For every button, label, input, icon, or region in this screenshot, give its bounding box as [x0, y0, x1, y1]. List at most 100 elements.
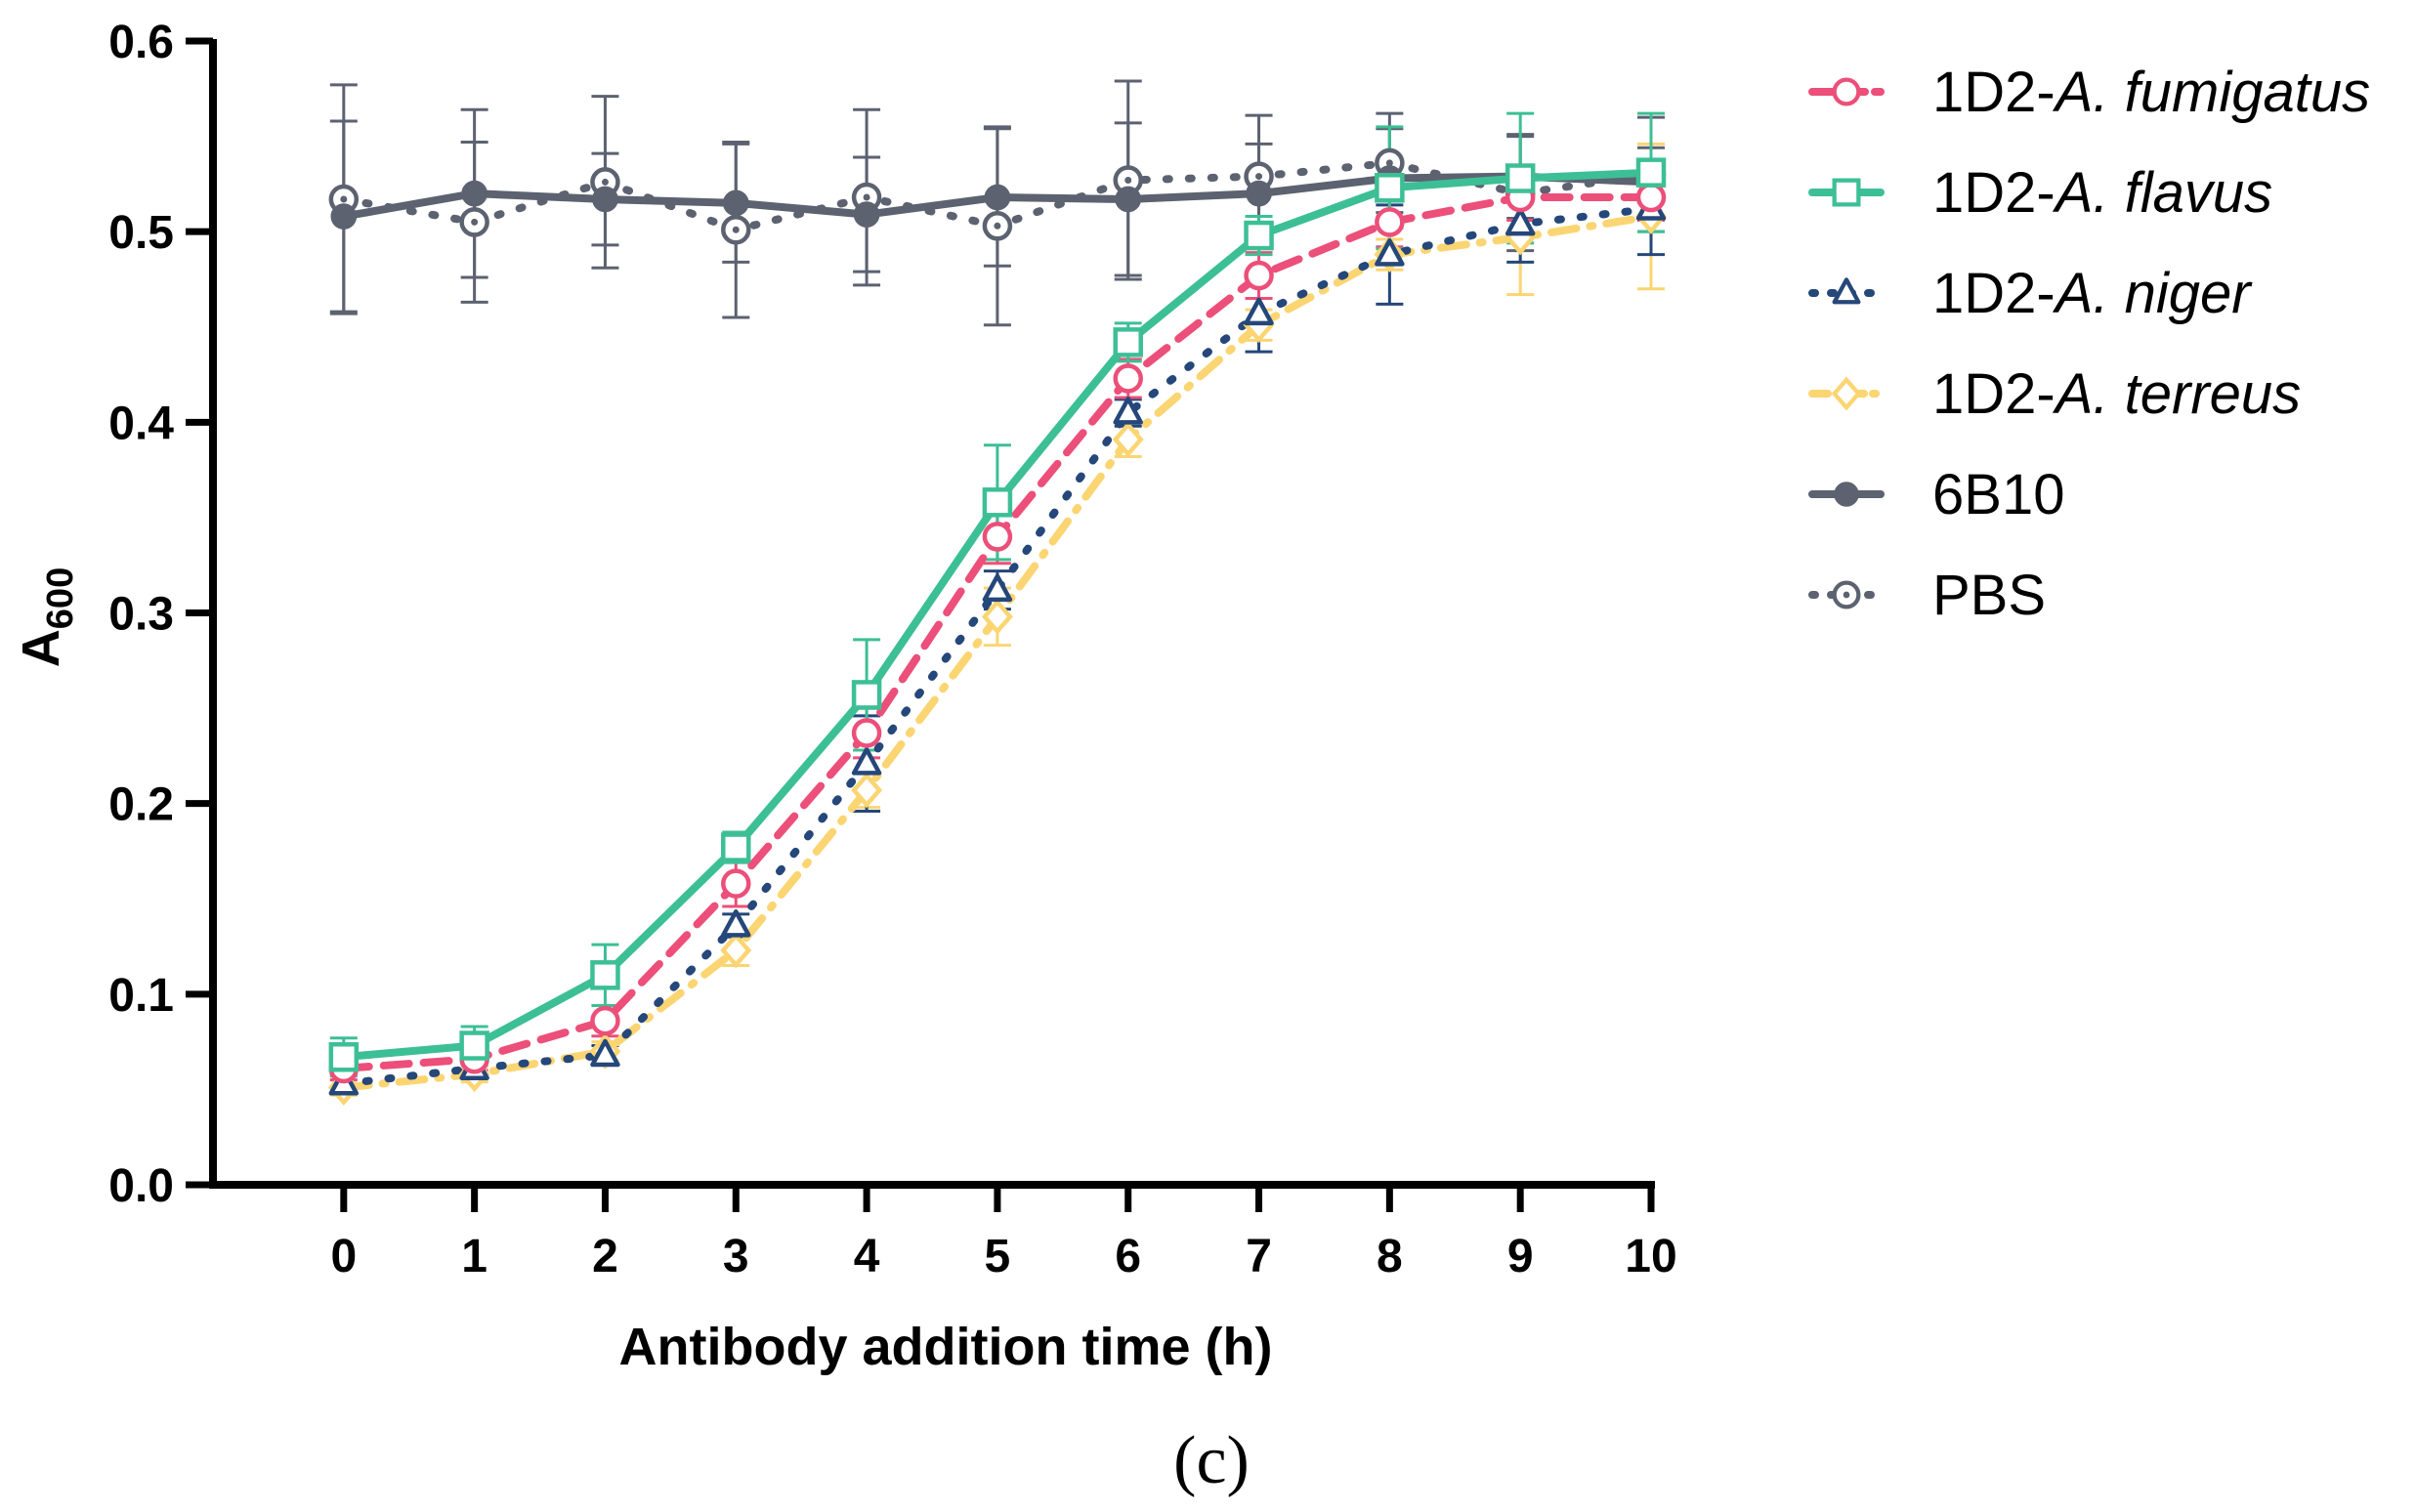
legend-item-niger: 1D2-A. niger	[1808, 262, 2254, 325]
legend-label-flavus: 1D2-A. flavus	[1932, 161, 2272, 225]
legend-marker-flavus	[1832, 178, 1861, 207]
series-line-terreus	[339, 212, 1655, 1092]
y-tick-label: 0.2	[108, 779, 174, 831]
x-tick-label: 2	[592, 1231, 618, 1282]
data-point-fumigatus	[982, 522, 1013, 552]
legend-label-fumigatus: 1D2-A. fumigatus	[1932, 61, 2370, 124]
y-tick-label: 0.0	[108, 1160, 174, 1212]
data-point-niger	[590, 1038, 620, 1068]
data-point-flavus	[328, 1041, 360, 1072]
x-tick-label: 5	[985, 1231, 1011, 1282]
series-terreus	[339, 212, 1655, 1092]
data-point-6b10	[330, 203, 358, 230]
data-point-niger	[1505, 207, 1536, 236]
data-point-flavus	[1113, 327, 1143, 357]
x-axis-title: Antibody addition time (h)	[619, 1318, 1273, 1376]
legend-marker-niger	[1832, 277, 1861, 305]
x-tick-label: 4	[854, 1231, 880, 1282]
legend-item-6b10: 6B10	[1808, 463, 2064, 526]
x-tick-label: 7	[1246, 1231, 1272, 1282]
data-point-fumigatus	[721, 868, 751, 899]
x-tick-label: 9	[1507, 1231, 1534, 1282]
x-tick-label: 0	[330, 1231, 357, 1282]
y-axis-title-subscript: 600	[40, 567, 81, 629]
y-tick-label: 0.6	[108, 17, 174, 68]
legend-item-pbs: PBS	[1808, 564, 2046, 627]
data-point-6b10	[722, 189, 749, 217]
data-point-terreus	[1112, 421, 1144, 458]
data-point-terreus	[851, 772, 883, 809]
data-point-niger	[1244, 297, 1274, 326]
data-point-flavus	[1244, 220, 1274, 251]
legend-label-species: A. terreus	[2053, 362, 2301, 426]
x-tick-label: 8	[1377, 1231, 1403, 1282]
data-point-6b10	[1115, 186, 1142, 213]
data-point-pbs-center	[1124, 176, 1132, 184]
data-point-fumigatus	[1244, 260, 1274, 291]
data-point-flavus	[982, 487, 1013, 518]
data-point-6b10	[461, 180, 487, 207]
data-point-pbs-center	[732, 226, 740, 233]
legend-marker-pbs-center	[1843, 591, 1850, 599]
y-tick-label: 0.5	[108, 207, 174, 259]
y-axis-title: A600	[12, 567, 81, 667]
data-point-flavus	[1505, 163, 1536, 193]
x-tick-label: 3	[723, 1231, 749, 1282]
markers-layer	[327, 147, 1667, 1106]
data-point-pbs-center	[1385, 159, 1393, 167]
data-point-niger	[1375, 238, 1405, 267]
data-point-terreus	[720, 932, 752, 969]
legend-label-species: A. flavus	[2053, 161, 2272, 225]
legend-label-prefix: 1D2-	[1932, 161, 2056, 225]
data-point-flavus	[721, 832, 751, 862]
data-point-niger	[721, 909, 751, 938]
data-point-fumigatus	[1113, 363, 1143, 394]
data-point-pbs-center	[340, 195, 348, 203]
legend-item-terreus: 1D2-A. terreus	[1808, 362, 2301, 426]
legend-label-prefix: 1D2-	[1932, 362, 2056, 426]
legend-label-prefix: PBS	[1932, 564, 2046, 627]
data-point-flavus	[851, 680, 882, 710]
tick-labels-layer: 0.0 0.1 0.2 0.3 0.4 0.5 0.6 0 1 2 3 4 5 6 7 8 9 10	[108, 17, 1676, 1282]
data-point-niger	[851, 747, 882, 776]
legend-label-6b10: 6B10	[1932, 463, 2064, 526]
legend-label-prefix: 1D2-	[1932, 262, 2056, 325]
y-tick-label: 0.3	[108, 589, 174, 641]
data-point-6b10	[984, 184, 1011, 211]
data-point-pbs-center	[863, 193, 870, 201]
data-point-pbs-center	[994, 222, 1001, 230]
y-axis-title-base: A	[12, 629, 70, 667]
data-point-flavus	[590, 960, 620, 990]
legend-label-species: A. fumigatus	[2053, 61, 2370, 124]
data-point-6b10	[592, 186, 618, 213]
legend-label-terreus: 1D2-A. terreus	[1932, 362, 2301, 426]
data-point-fumigatus	[1375, 207, 1405, 237]
data-point-pbs-center	[601, 178, 609, 186]
data-point-terreus	[981, 599, 1013, 635]
markers-fumigatus	[328, 182, 1667, 1084]
data-point-flavus	[1375, 173, 1405, 203]
y-tick-label: 0.1	[108, 970, 174, 1022]
legend-item-fumigatus: 1D2-A. fumigatus	[1808, 61, 2370, 124]
data-point-flavus	[1635, 157, 1667, 188]
y-tick-label: 0.4	[108, 398, 174, 449]
panel-label: (c)	[1173, 1423, 1250, 1498]
x-tick-label: 1	[461, 1231, 487, 1282]
legend-label-prefix: 1D2-	[1932, 61, 2056, 124]
x-tick-label: 10	[1625, 1231, 1676, 1282]
data-point-pbs-center	[471, 218, 479, 226]
legend-marker-terreus	[1831, 376, 1862, 411]
data-point-pbs-center	[1255, 173, 1263, 181]
legend-label-prefix: 6B10	[1932, 463, 2064, 526]
markers-flavus	[328, 157, 1667, 1072]
data-point-6b10	[1246, 180, 1272, 207]
legend-marker-6b10	[1834, 482, 1859, 507]
legend-marker-fumigatus	[1832, 77, 1861, 106]
x-tick-label: 6	[1115, 1231, 1141, 1282]
legend-label-species: A. niger	[2053, 262, 2254, 325]
data-point-flavus	[459, 1030, 489, 1061]
data-point-niger	[1113, 397, 1143, 425]
data-point-fumigatus	[851, 718, 882, 748]
